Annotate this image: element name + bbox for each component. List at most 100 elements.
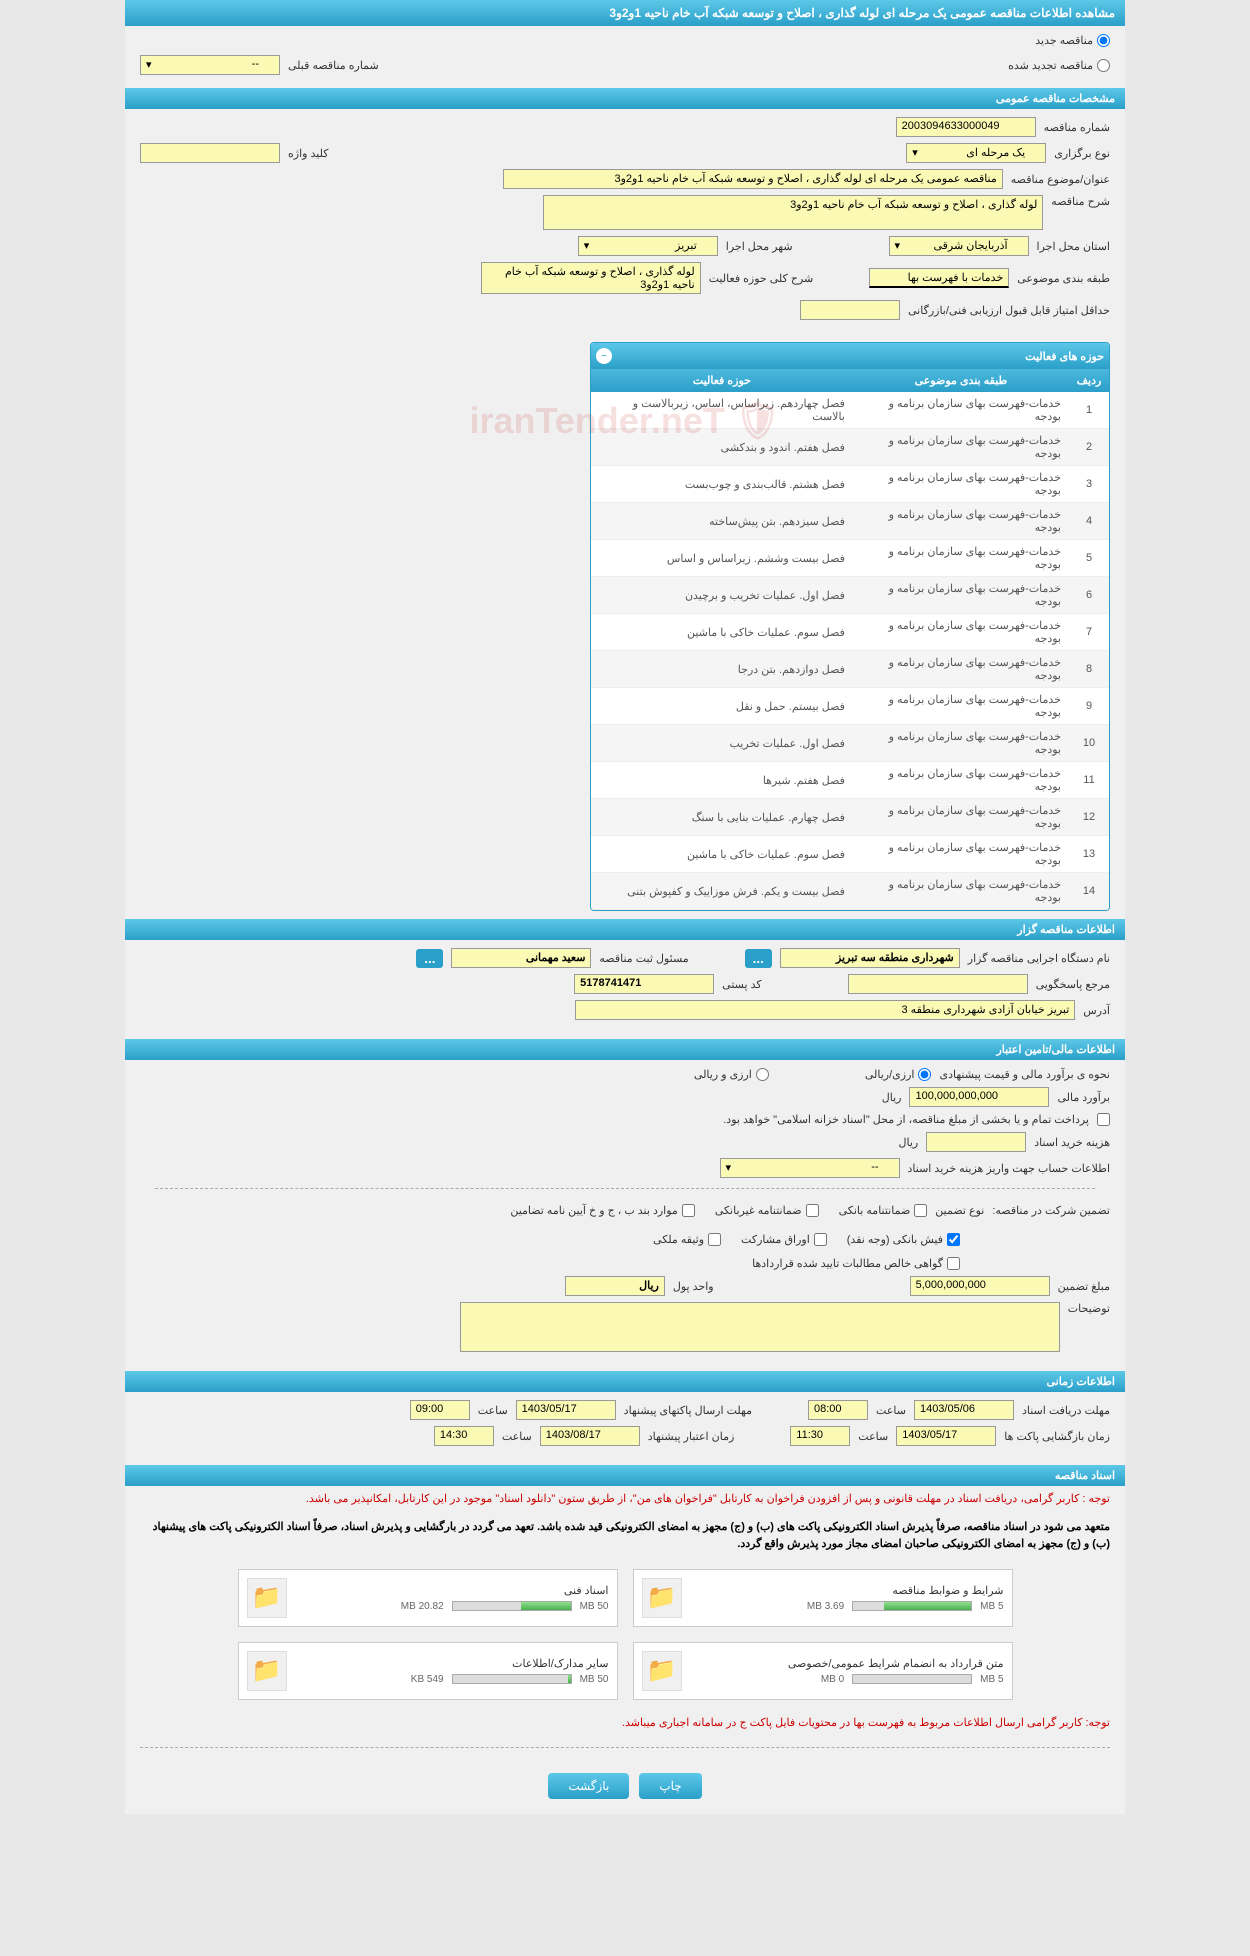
progress-bar bbox=[852, 1601, 972, 1611]
row-activity: فصل بیستم. حمل و نقل bbox=[591, 688, 853, 725]
file-box[interactable]: متن قرارداد به انضمام شرایط عمومی/خصوصی … bbox=[633, 1642, 1013, 1700]
file-box[interactable]: اسناد فنی 50 MB 20.82 MB 📁 bbox=[238, 1569, 618, 1627]
file-box[interactable]: شرایط و ضوابط مناقصه 5 MB 3.69 MB 📁 bbox=[633, 1569, 1013, 1627]
file-name: اسناد فنی bbox=[297, 1584, 609, 1597]
cb-property-label: وثیقه ملکی bbox=[653, 1233, 704, 1246]
activity-scope-label: شرح کلی حوزه فعالیت bbox=[709, 272, 814, 285]
row-category: خدمات-فهرست بهای سازمان برنامه و بودجه bbox=[853, 725, 1069, 762]
category-field: خدمات با فهرست بها bbox=[869, 268, 1009, 288]
table-row: 6خدمات-فهرست بهای سازمان برنامه و بودجهف… bbox=[591, 577, 1109, 614]
section-financial: اطلاعات مالی/تامین اعتبار bbox=[125, 1039, 1125, 1060]
agency-lookup-button[interactable]: ... bbox=[745, 949, 772, 968]
cb-participation[interactable] bbox=[814, 1233, 827, 1246]
row-activity: فصل اول. عملیات تخریب و برچیدن bbox=[591, 577, 853, 614]
cb-nonbank-label: ضمانتنامه غیربانکی bbox=[715, 1204, 802, 1217]
row-activity: فصل هفتم. شیرها bbox=[591, 762, 853, 799]
cb-bylaws[interactable] bbox=[682, 1204, 695, 1217]
doc-cost-currency: ریال bbox=[898, 1136, 918, 1149]
doc-cost-label: هزینه خرید اسناد bbox=[1034, 1136, 1110, 1149]
validity-label: زمان اعتبار پیشنهاد bbox=[648, 1430, 735, 1443]
guarantee-label: تضمین شرکت در مناقصه: bbox=[992, 1204, 1110, 1217]
postal-label: کد پستی bbox=[722, 978, 761, 991]
cb-nonbank[interactable] bbox=[806, 1204, 819, 1217]
unit-label: واحد پول bbox=[673, 1280, 714, 1293]
row-activity: فصل سوم. عملیات خاکی با ماشین bbox=[591, 836, 853, 873]
row-num: 3 bbox=[1069, 466, 1109, 503]
file-box[interactable]: سایر مدارک/اطلاعات 50 MB 549 KB 📁 bbox=[238, 1642, 618, 1700]
cb-bank-receipt[interactable] bbox=[947, 1233, 960, 1246]
doc-cost-field[interactable] bbox=[926, 1132, 1026, 1152]
folder-icon: 📁 bbox=[642, 1578, 682, 1618]
radio-renewed-tender[interactable] bbox=[1097, 59, 1110, 72]
registrar-lookup-button[interactable]: ... bbox=[416, 949, 443, 968]
validity-time: 14:30 bbox=[434, 1426, 494, 1446]
min-score-field[interactable] bbox=[800, 300, 900, 320]
row-activity: فصل سوم. عملیات خاکی با ماشین bbox=[591, 614, 853, 651]
row-num: 13 bbox=[1069, 836, 1109, 873]
submit-deadline-label: مهلت ارسال پاکتهای پیشنهاد bbox=[624, 1404, 752, 1417]
row-activity: فصل بیست وششم. زیراساس و اساس bbox=[591, 540, 853, 577]
keyword-label: کلید واژه bbox=[288, 147, 328, 160]
validity-date: 1403/08/17 bbox=[540, 1426, 640, 1446]
collapse-icon[interactable]: − bbox=[596, 348, 612, 364]
row-category: خدمات-فهرست بهای سازمان برنامه و بودجه bbox=[853, 836, 1069, 873]
city-dropdown[interactable]: تبریز bbox=[578, 236, 718, 256]
radio-new-tender-label: مناقصه جدید bbox=[1035, 34, 1093, 47]
row-activity: فصل بیست و یکم. فرش موزاییک و کفپوش بتنی bbox=[591, 873, 853, 910]
registrar-label: مسئول ثبت مناقصه bbox=[599, 952, 688, 965]
print-button[interactable]: چاپ bbox=[639, 1773, 701, 1799]
radio-rial[interactable] bbox=[918, 1068, 931, 1081]
cb-certified[interactable] bbox=[947, 1257, 960, 1270]
section-documents: اسناد مناقصه bbox=[125, 1465, 1125, 1486]
file-max: 50 MB bbox=[580, 1674, 609, 1685]
row-activity: فصل دوازدهم. بتن درجا bbox=[591, 651, 853, 688]
file-size: 549 KB bbox=[411, 1674, 444, 1685]
opening-time: 11:30 bbox=[790, 1426, 850, 1446]
unit-field: ریال bbox=[565, 1276, 665, 1296]
row-category: خدمات-فهرست بهای سازمان برنامه و بودجه bbox=[853, 799, 1069, 836]
payment-note: پرداخت تمام و یا بخشی از مبلغ مناقصه، از… bbox=[723, 1113, 1089, 1126]
reference-label: مرجع پاسخگویی bbox=[1036, 978, 1110, 991]
tender-number-label: شماره مناقصه bbox=[1044, 121, 1110, 134]
receive-deadline-time: 08:00 bbox=[808, 1400, 868, 1420]
table-row: 11خدمات-فهرست بهای سازمان برنامه و بودجه… bbox=[591, 762, 1109, 799]
notice-1: توجه : کاربر گرامی، دریافت اسناد در مهلت… bbox=[125, 1486, 1125, 1514]
cb-bank-guarantee[interactable] bbox=[914, 1204, 927, 1217]
category-label: طبقه بندی موضوعی bbox=[1017, 272, 1110, 285]
file-max: 50 MB bbox=[580, 1601, 609, 1612]
cb-property[interactable] bbox=[708, 1233, 721, 1246]
payment-note-checkbox[interactable] bbox=[1097, 1113, 1110, 1126]
account-info-dropdown[interactable]: -- bbox=[720, 1158, 900, 1178]
row-num: 14 bbox=[1069, 873, 1109, 910]
back-button[interactable]: بازگشت bbox=[548, 1773, 629, 1799]
prev-tender-dropdown[interactable]: -- bbox=[140, 55, 280, 75]
table-row: 2خدمات-فهرست بهای سازمان برنامه و بودجهف… bbox=[591, 429, 1109, 466]
prev-tender-label: شماره مناقصه قبلی bbox=[288, 59, 379, 72]
submit-deadline-time: 09:00 bbox=[410, 1400, 470, 1420]
row-category: خدمات-فهرست بهای سازمان برنامه و بودجه bbox=[853, 688, 1069, 725]
estimate-currency: ریال bbox=[882, 1091, 902, 1104]
estimate-type-label: نحوه ی برآورد مالی و قیمت پیشنهادی bbox=[939, 1068, 1110, 1081]
folder-icon: 📁 bbox=[247, 1578, 287, 1618]
row-category: خدمات-فهرست بهای سازمان برنامه و بودجه bbox=[853, 577, 1069, 614]
cb-bylaws-label: موارد بند ب ، ج و خ آیین نامه تضامین bbox=[510, 1204, 677, 1217]
province-dropdown[interactable]: آذربایجان شرقی bbox=[889, 236, 1029, 256]
row-category: خدمات-فهرست بهای سازمان برنامه و بودجه bbox=[853, 466, 1069, 503]
radio-currency[interactable] bbox=[756, 1068, 769, 1081]
keyword-field[interactable] bbox=[140, 143, 280, 163]
account-info-label: اطلاعات حساب جهت واریز هزینه خرید اسناد bbox=[908, 1162, 1110, 1175]
col-activity-header: حوزه فعالیت bbox=[591, 369, 853, 392]
row-num: 7 bbox=[1069, 614, 1109, 651]
table-row: 8خدمات-فهرست بهای سازمان برنامه و بودجهف… bbox=[591, 651, 1109, 688]
row-category: خدمات-فهرست بهای سازمان برنامه و بودجه bbox=[853, 429, 1069, 466]
radio-new-tender[interactable] bbox=[1097, 34, 1110, 47]
row-category: خدمات-فهرست بهای سازمان برنامه و بودجه bbox=[853, 762, 1069, 799]
row-category: خدمات-فهرست بهای سازمان برنامه و بودجه bbox=[853, 392, 1069, 429]
submit-deadline-date: 1403/05/17 bbox=[516, 1400, 616, 1420]
agency-label: نام دستگاه اجرایی مناقصه گزار bbox=[968, 952, 1110, 965]
holding-type-dropdown[interactable]: یک مرحله ای bbox=[906, 143, 1046, 163]
file-name: شرایط و ضوابط مناقصه bbox=[692, 1584, 1004, 1597]
table-row: 9خدمات-فهرست بهای سازمان برنامه و بودجهف… bbox=[591, 688, 1109, 725]
reference-field[interactable] bbox=[848, 974, 1028, 994]
notes-field[interactable] bbox=[460, 1302, 1060, 1352]
